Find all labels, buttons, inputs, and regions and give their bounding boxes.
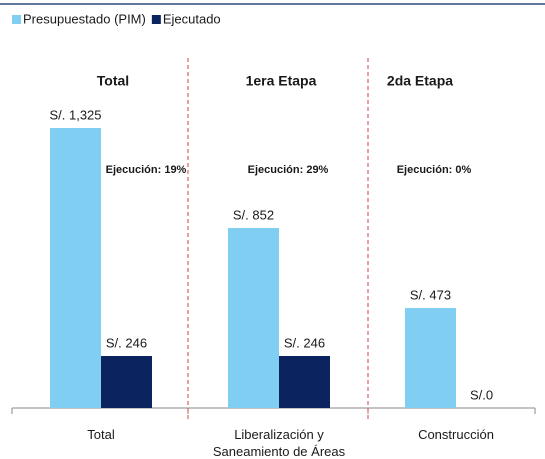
- bar: [279, 356, 330, 408]
- group-title: 1era Etapa: [246, 73, 317, 89]
- group-title: Total: [97, 73, 129, 89]
- value-label: S/. 1,325: [49, 107, 101, 122]
- bar: [101, 356, 152, 408]
- value-label: S/. 246: [106, 335, 147, 350]
- x-tick-label: Liberalización y Saneamiento de Áreas: [212, 427, 346, 459]
- annotation: Ejecución: 19%: [106, 164, 187, 176]
- annotation: Ejecución: 29%: [248, 164, 329, 176]
- bar: [405, 308, 456, 408]
- value-label: S/.0: [470, 387, 493, 402]
- legend-swatch: [151, 15, 161, 24]
- legend-label: Ejecutado: [163, 11, 221, 26]
- group-title: 2da Etapa: [387, 73, 453, 89]
- value-label: S/. 473: [410, 287, 451, 302]
- value-label: S/. 852: [233, 207, 274, 222]
- value-label: S/. 246: [284, 335, 325, 350]
- legend-swatch: [12, 15, 21, 24]
- x-tick-label: Construcción: [418, 427, 494, 442]
- bar: [50, 128, 101, 408]
- x-tick-label: Total: [87, 427, 115, 442]
- legend-label: Presupuestado (PIM): [23, 11, 146, 26]
- bar: [228, 227, 279, 408]
- annotation: Ejecución: 0%: [397, 164, 472, 176]
